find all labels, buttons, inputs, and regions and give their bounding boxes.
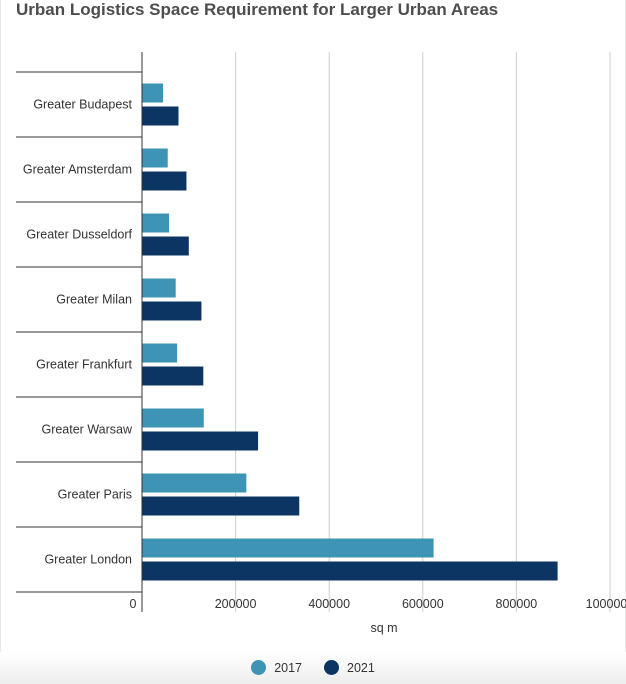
legend-swatch-2017 [251,660,267,675]
category-label: Greater Budapest [33,98,132,112]
bar-2021-greater-paris [142,496,300,516]
bar-2017-greater-frankfurt [142,343,178,363]
x-tick-label: 800000 [496,597,538,611]
bar-2021-greater-milan [142,301,202,321]
category-label: Greater Paris [58,488,132,502]
bar-2021-greater-frankfurt [142,366,204,386]
bar-2021-greater-dusseldorf [142,236,189,256]
x-tick-label: 400000 [308,597,350,611]
legend-item-2021[interactable]: 2021 [324,660,375,675]
bar-2021-greater-budapest [142,106,179,126]
bar-2017-greater-dusseldorf [142,213,170,233]
bar-2017-greater-milan [142,278,176,298]
bar-2021-greater-amsterdam [142,171,187,191]
category-label: Greater Milan [56,293,132,307]
category-label: Greater London [44,553,132,567]
bar-2017-greater-budapest [142,83,164,103]
legend-background [0,652,626,684]
category-label: Greater Amsterdam [23,163,132,177]
legend-label-2017: 2017 [274,660,302,675]
category-label: Greater Dusseldorf [26,228,132,242]
bar-chart: Greater Budapest Greater Amsterdam Greater… [16,52,626,635]
bar-2017-greater-paris [142,473,247,493]
x-tick-label: 200000 [215,597,257,611]
x-axis-title: sq m [370,621,397,635]
legend-label-2021: 2021 [347,660,375,675]
x-tick-label: 600000 [402,597,444,611]
bar-2017-greater-warsaw [142,408,204,428]
bar-2021-greater-london [142,561,558,581]
legend: 2017 2021 [0,660,626,675]
legend-item-2017[interactable]: 2017 [251,660,302,675]
chart-title: Urban Logistics Space Requirement for La… [16,0,499,19]
bar-2017-greater-amsterdam [142,148,168,168]
bar-2021-greater-warsaw [142,431,259,451]
x-tick-label: 1000000 [586,597,626,611]
category-label: Greater Frankfurt [36,358,132,372]
legend-swatch-2021 [324,660,339,675]
category-label: Greater Warsaw [41,423,133,437]
bar-2017-greater-london [142,538,434,558]
x-tick-label: 0 [130,597,137,611]
